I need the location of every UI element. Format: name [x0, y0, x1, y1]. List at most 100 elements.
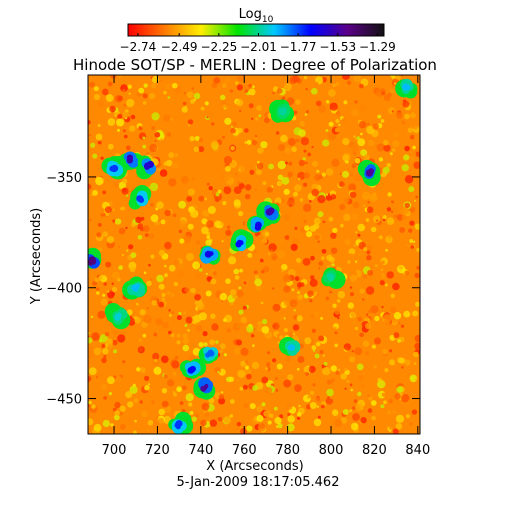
noise-speck — [280, 198, 285, 203]
noise-speck — [366, 313, 369, 316]
noise-speck — [219, 292, 228, 301]
noise-speck — [204, 101, 209, 106]
noise-speck — [148, 92, 156, 100]
noise-speck — [405, 414, 410, 419]
noise-speck — [305, 161, 308, 165]
noise-speck — [226, 225, 231, 230]
noise-speck — [381, 91, 386, 96]
noise-speck — [164, 273, 168, 278]
noise-speck — [236, 84, 243, 91]
noise-speck — [328, 89, 336, 97]
noise-speck — [109, 105, 116, 113]
noise-speck — [184, 287, 190, 293]
noise-speck — [242, 384, 248, 390]
noise-speck — [334, 309, 341, 315]
noise-speck — [346, 99, 354, 106]
noise-speck — [295, 138, 300, 143]
noise-speck — [185, 316, 193, 324]
noise-speck — [194, 272, 201, 279]
noise-speck — [248, 103, 254, 109]
noise-speck — [330, 365, 337, 372]
noise-speck — [93, 347, 102, 356]
noise-speck — [340, 373, 347, 380]
noise-speck — [233, 268, 240, 275]
noise-speck — [158, 301, 165, 308]
noise-speck — [338, 123, 341, 126]
noise-speck — [298, 159, 306, 167]
noise-speck — [386, 271, 394, 279]
noise-speck — [246, 325, 250, 329]
noise-speck — [371, 344, 376, 349]
noise-speck — [122, 360, 126, 364]
polarization-feature — [136, 155, 157, 180]
polarization-feature — [199, 245, 221, 265]
noise-speck — [374, 264, 378, 268]
noise-speck — [391, 148, 396, 152]
noise-speck — [244, 89, 249, 93]
noise-speck — [351, 213, 359, 221]
noise-speck — [255, 284, 262, 292]
noise-speck — [409, 134, 415, 140]
noise-speck — [136, 367, 141, 372]
noise-speck — [357, 391, 362, 397]
noise-speck — [302, 157, 306, 161]
noise-speck — [243, 402, 249, 409]
noise-speck — [286, 199, 295, 208]
noise-speck — [153, 85, 157, 89]
x-axis-ticks: 700 720 740 760 780 800 820 840 — [102, 75, 430, 458]
noise-speck — [294, 226, 298, 230]
noise-speck — [314, 353, 320, 359]
noise-speck — [220, 391, 224, 394]
noise-speck — [178, 200, 187, 209]
noise-speck — [147, 420, 154, 426]
noise-speck — [339, 203, 346, 210]
noise-speck — [177, 271, 185, 278]
noise-speck — [160, 79, 163, 82]
noise-speck — [268, 243, 277, 252]
noise-speck — [200, 419, 207, 426]
noise-speck — [254, 278, 263, 287]
noise-speck — [164, 241, 172, 250]
plot-frame — [87, 74, 421, 435]
noise-speck — [211, 323, 219, 331]
noise-speck — [176, 375, 183, 382]
noise-speck — [182, 101, 187, 106]
noise-speck — [102, 348, 109, 355]
noise-speck — [150, 254, 155, 259]
noise-speck — [293, 110, 298, 115]
noise-speck — [355, 403, 363, 412]
noise-speck — [286, 423, 295, 432]
noise-speck — [239, 386, 244, 391]
noise-speck — [137, 226, 140, 230]
noise-speck — [179, 401, 184, 405]
noise-speck — [198, 342, 204, 348]
noise-speck — [277, 174, 284, 181]
noise-speck — [397, 193, 401, 197]
noise-speck — [341, 117, 346, 122]
noise-speck — [254, 188, 258, 191]
noise-speck — [350, 312, 356, 318]
polarization-feature — [128, 185, 152, 210]
noise-speck — [142, 333, 147, 338]
noise-speck — [244, 193, 251, 200]
noise-speck — [224, 104, 229, 110]
noise-speck — [397, 279, 402, 284]
noise-speck — [107, 118, 116, 126]
noise-speck — [260, 301, 264, 305]
noise-speck — [372, 192, 376, 196]
noise-speck — [380, 119, 385, 123]
noise-speck — [254, 134, 258, 138]
noise-speck — [245, 365, 249, 370]
noise-speck — [401, 120, 406, 125]
noise-speck — [237, 210, 244, 217]
noise-speck — [346, 80, 352, 85]
noise-speck — [252, 85, 255, 89]
noise-speck — [300, 282, 305, 287]
noise-speck — [359, 253, 361, 256]
noise-speck — [251, 139, 258, 146]
noise-speck — [283, 379, 292, 388]
noise-speck — [249, 403, 256, 410]
noise-speck — [388, 235, 392, 239]
noise-speck — [337, 290, 346, 299]
noise-speck — [304, 113, 308, 116]
